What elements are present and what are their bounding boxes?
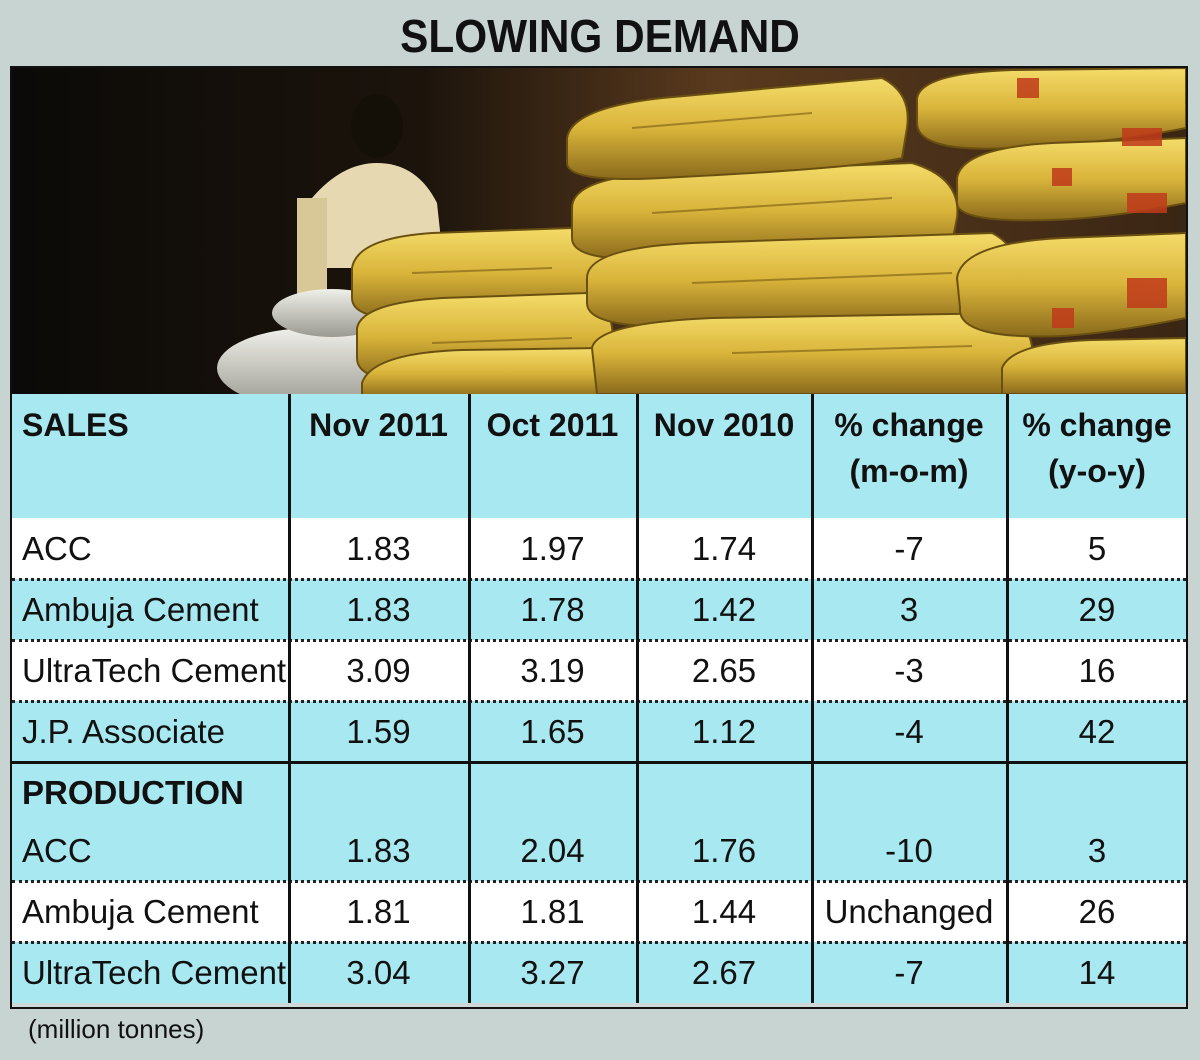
company-name: UltraTech Cement [22,651,287,689]
row-shade [12,518,1186,579]
row-shade [12,942,1186,1003]
value-cell: 1.42 [691,590,757,628]
company-name: Ambuja Cement [22,590,259,628]
value-cell: 14 [1078,953,1116,991]
value-cell: 3 [1087,831,1107,869]
col-header-4: % change (m-o-m) [813,394,1005,518]
col-header-2-line1: Oct 2011 [486,407,619,443]
value-cell: 2.04 [520,831,585,869]
sales-header: SALES [22,407,129,443]
value-cell: 3.19 [520,651,585,689]
row-divider [12,578,1186,581]
value-cell: 1.81 [346,892,411,930]
value-cell: 1.81 [520,892,585,930]
column-divider [1006,394,1009,1003]
col-header-5-line1: % change [1022,407,1172,443]
col-header-4-line1: % change [834,407,984,443]
value-cell: 1.97 [520,529,585,567]
table-row: UltraTech Cement 3.04 3.27 2.67 -7 14 [12,942,1186,1003]
value-cell: 1.83 [346,529,411,567]
row-shade [12,579,1186,640]
title-word-2: DEMAND [614,10,800,62]
col-header-5-line2: (y-o-y) [1048,453,1146,489]
value-cell: 26 [1078,892,1116,930]
value-cell: 1.83 [346,590,411,628]
value-cell: 1.44 [691,892,757,930]
row-divider [12,880,1186,883]
table-row: ACC 1.83 1.97 1.74 -7 5 [12,518,1186,579]
units-note: (million tonnes) [28,1014,205,1044]
value-cell: 1.78 [520,590,585,628]
value-cell: 2.67 [691,953,757,991]
value-cell: -3 [894,651,924,689]
value-cell: -7 [894,529,924,567]
value-cell: 16 [1078,651,1116,689]
value-cell: 5 [1087,529,1107,567]
value-cell: 1.65 [520,712,585,750]
column-divider [288,394,291,1003]
row-divider [12,941,1186,944]
row-shade [12,881,1186,942]
company-name: ACC [22,831,92,869]
column-divider [811,394,814,1003]
production-header: PRODUCTION [22,774,244,811]
value-cell: 2.65 [691,651,757,689]
chart-title: SLOWING DEMAND [48,6,1152,66]
table-row: Ambuja Cement 1.83 1.78 1.42 3 29 [12,579,1186,640]
value-cell: -7 [894,953,924,991]
section-divider [12,761,1186,764]
table-row: UltraTech Cement 3.09 3.19 2.65 -3 16 [12,640,1186,701]
col-header-3: Nov 2010 [638,394,810,518]
table-row: Ambuja Cement 1.81 1.81 1.44 Unchanged 26 [12,881,1186,942]
company-name: ACC [22,529,92,567]
value-cell: 42 [1078,712,1116,750]
value-cell: 1.59 [346,712,411,750]
value-cell: 1.12 [691,712,757,750]
column-divider [636,394,639,1003]
cement-bags-photo [12,68,1186,394]
value-cell: 1.74 [691,529,757,567]
infographic-frame: SALES Nov 2011 Oct 2011 Nov 2010 % chang… [10,66,1188,1009]
row-shade [12,701,1186,762]
row-divider [12,700,1186,703]
col-header-3-line1: Nov 2010 [653,407,795,443]
row-shade [12,640,1186,701]
row-shade [12,820,1186,881]
header-row: SALES Nov 2011 Oct 2011 Nov 2010 % chang… [12,394,1186,518]
col-header-5: % change (y-o-y) [1008,394,1186,518]
table-row: J.P. Associate 1.59 1.65 1.12 -4 42 [12,701,1186,762]
value-cell: Unchanged [824,892,994,930]
company-name: Ambuja Cement [22,892,259,930]
col-header-2: Oct 2011 [470,394,635,518]
col-header-4-line2: (m-o-m) [849,453,969,489]
col-header-1-line1: Nov 2011 [309,407,448,443]
value-cell: -4 [894,712,924,750]
header-shade [12,394,1186,518]
col-header-1: Nov 2011 [290,394,467,518]
value-cell: 3.09 [346,651,411,689]
table-row: ACC 1.83 2.04 1.76 -10 3 [12,820,1186,881]
value-cell: 3.27 [520,953,585,991]
company-name: UltraTech Cement [22,953,287,991]
value-cell: 3 [899,590,919,628]
value-cell: 1.76 [691,831,757,869]
row-divider [12,639,1186,642]
company-name: J.P. Associate [22,712,226,750]
value-cell: 29 [1078,590,1116,628]
value-cell: 3.04 [346,953,411,991]
column-divider [468,394,471,1003]
title-word-1: SLOWING [400,10,603,62]
value-cell: -10 [885,831,933,869]
value-cell: 1.83 [346,831,411,869]
